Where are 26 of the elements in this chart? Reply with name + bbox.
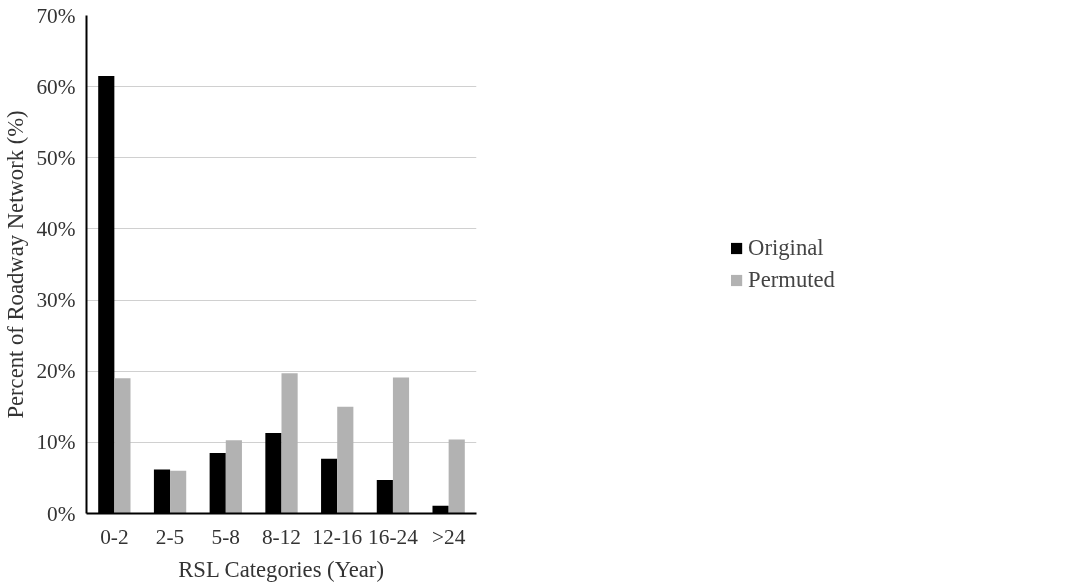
x-tick-label: 16-24 [368, 524, 419, 549]
bar [448, 439, 465, 514]
y-tick-label: 10% [36, 430, 76, 455]
y-axis-title: Percent of Roadway Network (%) [3, 110, 29, 419]
y-tick-label: 60% [36, 74, 76, 99]
bar [114, 378, 131, 514]
x-tick-label: 5-8 [211, 524, 241, 549]
x-tick-label: 12-16 [312, 524, 363, 549]
bar [225, 440, 242, 514]
y-tick-label: 30% [36, 288, 76, 313]
bar [392, 377, 410, 514]
x-axis-title: RSL Categories (Year) [178, 556, 384, 582]
bar [281, 373, 298, 514]
bar [337, 406, 354, 514]
y-tick-label: 40% [36, 216, 76, 241]
x-tick-label: 0-2 [100, 524, 129, 549]
y-tick-label: 50% [36, 145, 76, 170]
x-tick-label: 2-5 [155, 524, 185, 549]
y-tick-label: 0% [47, 501, 76, 526]
bar [170, 470, 187, 514]
x-tick-label: >24 [431, 524, 466, 549]
y-tick-label: 20% [36, 359, 76, 384]
y-tick-label: 70% [36, 3, 76, 28]
x-tick-label: 8-12 [261, 524, 302, 549]
legend-label: Original [748, 235, 824, 261]
legend-label: Permuted [748, 267, 835, 293]
